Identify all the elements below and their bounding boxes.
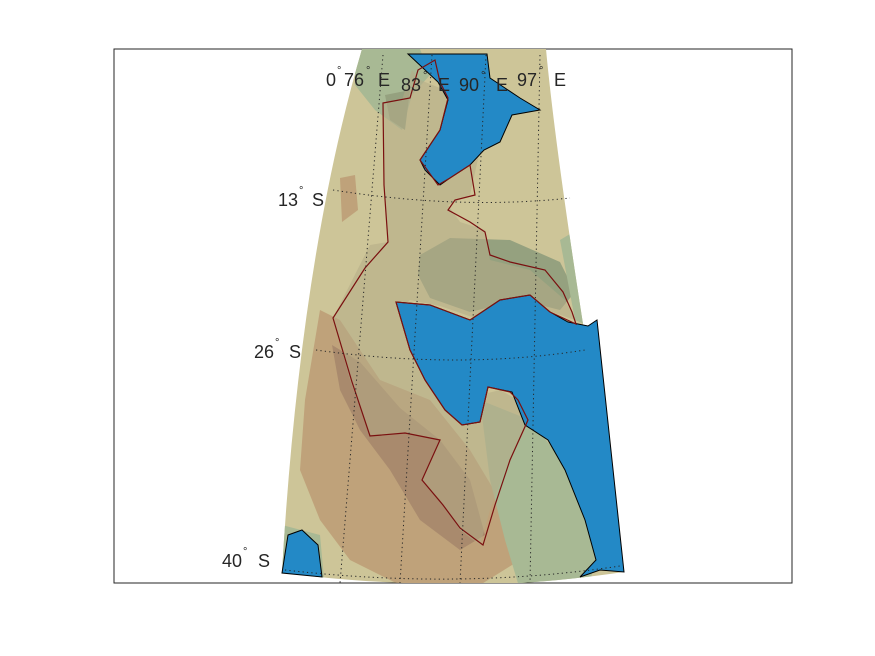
meridian-label-83-value: 83	[401, 75, 421, 95]
parallel-label-13-suffix: S	[312, 190, 324, 210]
meridian-label-97-deg: °	[539, 65, 543, 77]
meridian-label-90-suffix: E	[496, 75, 508, 95]
meridian-83e	[399, 54, 433, 584]
parallel-labels: 13 ° S 26 ° S 40 ° S	[222, 185, 324, 571]
meridian-label-76-value: 76	[344, 70, 364, 90]
parallel-label-26-value: 26	[254, 342, 274, 362]
water-southwest	[281, 529, 323, 578]
meridian-labels: 0 ° 76 ° E 83 ° E 90 ° E 97 ° E	[326, 65, 566, 95]
parallel-label-26-deg: °	[275, 337, 279, 349]
meridian-label-97-value: 97	[517, 70, 537, 90]
meridian-label-83-deg: °	[423, 70, 427, 82]
meridian-label-0: 0	[326, 70, 336, 90]
parallel-13s	[332, 189, 571, 203]
terrain-tan-west	[340, 175, 358, 222]
region-olive-shade	[333, 70, 575, 545]
parallel-label-40-deg: °	[243, 546, 247, 558]
meridian-76e	[339, 54, 384, 584]
meridian-label-76-suffix: E	[378, 70, 390, 90]
meridian-97e	[529, 54, 541, 584]
parallel-label-40-suffix: S	[258, 551, 270, 571]
parallel-label-13-deg: °	[299, 185, 303, 197]
meridian-label-90-value: 90	[459, 75, 479, 95]
meridian-label-83-suffix: E	[438, 75, 450, 95]
parallel-label-40-value: 40	[222, 551, 242, 571]
parallel-label-26-suffix: S	[289, 342, 301, 362]
parallel-label-13-value: 13	[278, 190, 298, 210]
meridian-label-90-deg: °	[481, 70, 485, 82]
graticule	[284, 54, 621, 584]
meridian-90e	[459, 54, 487, 584]
meridian-label-97-suffix: E	[554, 70, 566, 90]
meridian-label-76-deg: °	[366, 65, 370, 77]
region-boundary	[332, 59, 578, 546]
terrain-green-north	[355, 49, 430, 130]
meridian-label-0-deg: °	[337, 65, 341, 77]
